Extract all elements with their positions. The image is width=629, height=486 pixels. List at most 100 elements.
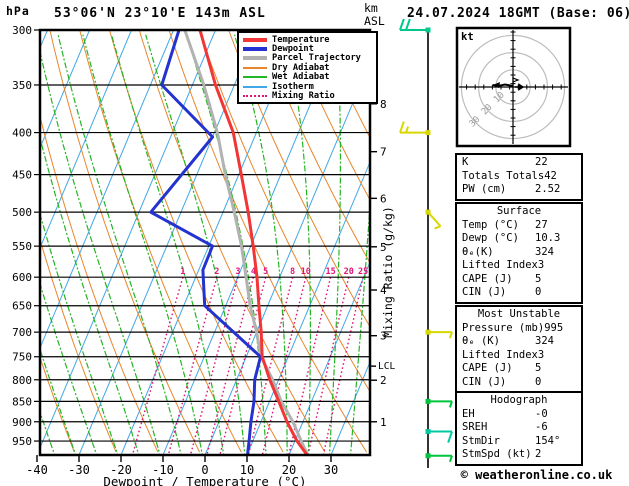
svg-text:4: 4 [380,284,387,297]
panel-row: StmSpd (kt) 2 [457,448,581,462]
svg-text:7: 7 [380,146,387,159]
legend-swatch-thick [243,47,267,52]
panel-row: Lifted Index 3 [457,349,581,363]
surface-panel-title: Surface [496,205,542,217]
panel-row: PW (cm) 2.52 [457,183,581,197]
svg-text:300: 300 [12,24,32,37]
svg-text:750: 750 [12,351,32,364]
panel-row-value: 42 [544,169,557,182]
svg-text:600: 600 [12,271,32,284]
wind-barb-column [399,18,453,468]
parcel-trajectory-line [183,30,310,455]
svg-text:-20: -20 [110,463,132,477]
wind-barb [425,429,453,443]
panel-row: Dewp (°C) 10.3 [457,232,581,246]
pressure-axis-unit: hPa [6,4,30,18]
panel-row-label: Temp (°C) [462,218,519,231]
svg-text:400: 400 [12,127,32,140]
mixing-ratio-labels: 1 2 3 4 5 8 10 15 20 25 [180,267,368,277]
most-unstable-panel-title: Most Unstable [477,308,561,320]
legend-swatch-thin [243,76,267,79]
altitude-axis-unit: km ASL [364,1,385,28]
panel-row-label: θₑ (K) [462,335,500,347]
panel-row-value: 5 [535,272,542,285]
svg-text:2: 2 [380,374,387,387]
panel-row-label: CAPE (J) [462,362,513,374]
svg-text:550: 550 [12,240,32,253]
svg-text:8: 8 [290,267,295,277]
legend-swatch-thin [243,66,267,69]
svg-text:850: 850 [12,395,32,408]
panel-row: SREH -6 [457,421,581,435]
legend-label: Dewpoint [272,44,314,55]
panel-row: Temp (°C) 27 [457,219,581,233]
svg-text:3: 3 [380,330,387,343]
svg-text:1: 1 [180,267,185,277]
temperature-axis: -40 -30 -20 -10 0 10 20 30 Dewpoint / Temperatur… [26,455,338,486]
legend-item: Temperature [243,35,376,45]
panel-row: CAPE (J) 5 [457,273,581,287]
svg-text:-10: -10 [152,463,174,477]
lcl-label: LCL [378,361,395,372]
panel-row-value: 27 [535,218,548,231]
panel-row-value: 154° [535,434,561,447]
panel-row-label: StmDir [462,434,500,447]
panel-row-label: CIN (J) [462,375,507,388]
panel-row: CAPE (J) 5 [457,362,581,376]
stability-indices-panel: K 22 Totals Totals 42 PW (cm) 2.52 [455,153,583,201]
panel-row: Totals Totals 42 [457,170,581,184]
hodograph-unit-label: kt [461,31,474,43]
wind-barb [425,329,453,339]
svg-text:10: 10 [301,267,311,277]
panel-row-value: 324 [535,335,554,347]
x-axis-label: Dewpoint / Temperature (°C) [103,474,306,486]
svg-text:800: 800 [12,374,32,387]
svg-text:350: 350 [12,79,32,92]
dewpoint-line [149,30,262,455]
legend-item: Dewpoint [243,44,376,55]
svg-text:25: 25 [358,267,368,277]
footer-credit: © weatheronline.co.uk [460,468,613,482]
panel-row: θₑ (K) 324 [457,335,581,349]
panel-row-value: 0 [535,375,542,388]
legend-swatch-thick [243,56,267,61]
panel-row: Lifted Index 3 [457,259,581,273]
svg-text:15: 15 [325,267,335,277]
mixing-ratio-axis-label: Mixing Ratio (g/kg) [381,206,395,338]
panel-row-label: CAPE (J) [462,272,513,285]
svg-text:6: 6 [380,192,387,205]
legend-label: Wet Adiabat [272,72,330,83]
panel-row-value: 0 [535,286,542,298]
legend-label: Dry Adiabat [272,62,330,73]
svg-text:1: 1 [380,416,387,429]
panel-row-value: 3 [537,259,545,271]
legend-item: Mixing Ratio [243,91,376,101]
panel-row: K 22 [457,156,581,170]
panel-row-label: Dewp (°C) [462,232,519,244]
svg-text:5: 5 [380,241,387,254]
svg-text:3: 3 [235,267,240,277]
panel-row: Pressure (mb) 995 [457,322,581,336]
svg-text:500: 500 [12,206,32,219]
svg-text:450: 450 [12,169,32,182]
panel-row-label: θₑ(K) [462,245,494,258]
svg-text:5: 5 [263,267,268,277]
svg-text:2: 2 [214,267,219,277]
panel-row-value: -6 [535,421,548,433]
wind-barb [425,453,453,463]
wind-barb [399,18,431,33]
svg-text:20: 20 [344,267,354,277]
svg-text:0: 0 [201,463,208,477]
svg-text:650: 650 [12,300,32,313]
panel-row-label: PW (cm) [462,183,507,195]
svg-text:20: 20 [282,463,296,477]
panel-row-label: Lifted Index [462,259,538,271]
hodograph-stats-panel: Hodograph EH -0 SREH -6 StmDir 154° StmSpd (kt… [455,391,583,466]
panel-row: StmDir 154° [457,435,581,449]
station-title: 53°06'N 23°10'E 143m ASL [54,6,266,21]
legend-item: Isotherm [243,82,376,92]
legend-swatch-thin [243,85,267,88]
wind-barb [399,121,431,136]
